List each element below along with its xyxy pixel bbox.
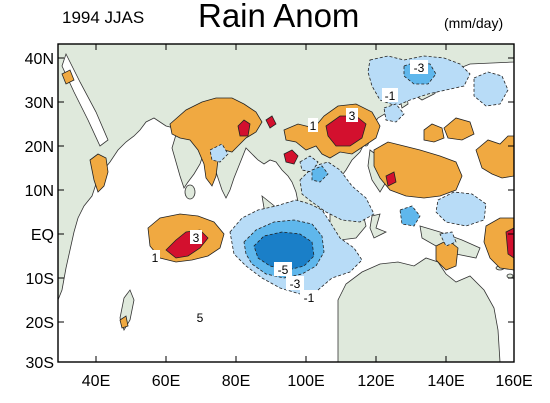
- pos-area-somali: [89, 153, 109, 193]
- neg-mid-png: [399, 205, 421, 227]
- lon-label-40e: 40E: [82, 373, 110, 390]
- lon-label-60e: 60E: [152, 373, 180, 390]
- lat-label-30s: 30S: [26, 355, 54, 372]
- lat-label-30n: 30N: [25, 95, 54, 112]
- pos-area-small-2: [61, 69, 75, 85]
- pos-area-pacific-ne: [475, 135, 514, 179]
- contour-label: -1: [304, 291, 315, 305]
- pos-core-bay-1: [325, 115, 367, 147]
- map-title: Rain Anom: [198, 0, 360, 34]
- pos-area-small-1: [443, 117, 475, 141]
- pos-area-ne-pacific2: [423, 123, 445, 143]
- lon-label-100e: 100E: [287, 373, 324, 390]
- neg-area-pacific-ne: [473, 71, 509, 107]
- contour-label: 3: [193, 231, 200, 245]
- pos-core-pacific: [505, 227, 514, 259]
- land-sulawesi: [369, 213, 387, 239]
- neg-area-small-2: [383, 103, 405, 123]
- lon-label-80e: 80E: [222, 373, 250, 390]
- contour-label: -1: [385, 89, 396, 103]
- neg-area-small-4: [439, 231, 457, 247]
- contour-label: -5: [278, 263, 289, 277]
- contour-label: 5: [197, 311, 204, 325]
- pos-core-phil: [385, 171, 397, 187]
- lat-label-20n: 20N: [25, 139, 54, 156]
- contour-labels: 3 1 3 1 -3 -1 -5 -3 -1 5: [150, 60, 428, 325]
- contour-label: 3: [349, 109, 356, 123]
- pos-core-bay-3: [283, 149, 299, 165]
- contour-label: 1: [152, 251, 159, 265]
- contour-label: -3: [290, 277, 301, 291]
- neg-core-indian-ocean: [253, 231, 315, 271]
- neg-area-small-1: [209, 143, 229, 163]
- pos-area-small-3: [119, 315, 129, 329]
- pos-area-india-bay: [169, 97, 263, 187]
- pos-core-bay-2: [237, 119, 251, 137]
- lat-label-10n: 10N: [25, 183, 54, 200]
- map-frame: [57, 43, 515, 363]
- land-island: [506, 273, 514, 279]
- land-australia: [337, 257, 501, 362]
- contour-label: -3: [414, 61, 425, 75]
- lat-label-40n: 40N: [25, 51, 54, 68]
- lat-ticks: [58, 57, 514, 323]
- pos-area-south-china-sea: [373, 141, 463, 199]
- pos-area-east-eq: [483, 217, 514, 271]
- neg-area-small-3: [299, 155, 319, 173]
- lon-ticks: [95, 44, 447, 362]
- lon-label-120e: 120E: [357, 373, 394, 390]
- lon-label-140e: 140E: [427, 373, 464, 390]
- land-sri-lanka: [184, 184, 196, 200]
- pos-core-small: [265, 115, 277, 129]
- units-label: (mm/day): [444, 15, 504, 31]
- lat-label-20s: 20S: [26, 315, 54, 332]
- season-label: 1994 JJAS: [62, 8, 145, 27]
- map-title-bar: 1994 JJAS Rain Anom (mm/day): [0, 0, 550, 42]
- contour-label: 1: [310, 119, 317, 133]
- strong-negative-fills: [253, 231, 315, 271]
- lat-label-eq: EQ: [31, 227, 54, 244]
- lon-label-160e: 160E: [495, 373, 532, 390]
- neg-area-pacific-east: [435, 191, 487, 227]
- neg-mid-sea: [311, 165, 329, 183]
- lat-label-10s: 10S: [26, 271, 54, 288]
